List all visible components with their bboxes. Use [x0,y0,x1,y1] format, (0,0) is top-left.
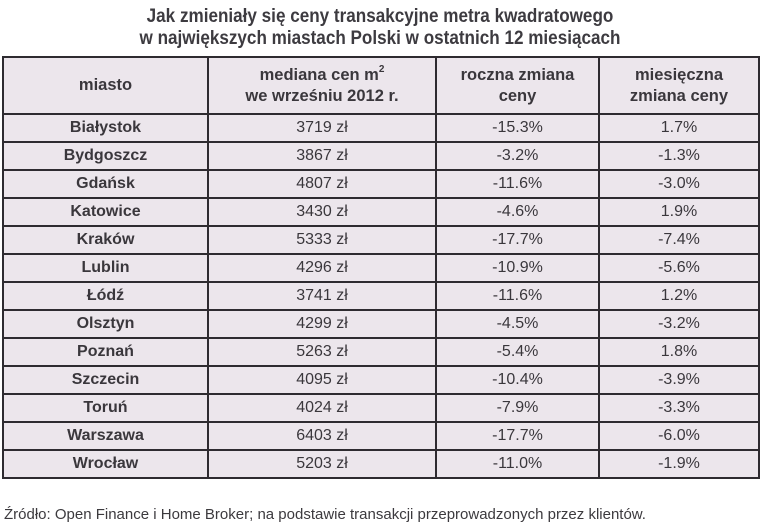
city-cell: Katowice [2,197,209,227]
table-row: Szczecin 4095 zł -10.4% -3.9% [2,365,760,395]
median-price-cell: 5333 zł [207,225,437,255]
table-row: Lublin 4296 zł -10.9% -5.6% [2,253,760,283]
city-cell: Gdańsk [2,169,209,199]
annual-change-cell: -4.6% [435,197,600,227]
monthly-change-cell: -7.4% [598,225,760,255]
monthly-change-cell: -1.3% [598,141,760,171]
annual-change-cell: -11.6% [435,169,600,199]
header-median: mediana cen m2 we wrześniu 2012 r. [207,56,437,115]
annual-change-cell: -17.7% [435,225,600,255]
header-row: miasto mediana cen m2 we wrześniu 2012 r… [2,56,760,115]
table-row: Białystok 3719 zł -15.3% 1.7% [2,113,760,143]
monthly-change-cell: -3.3% [598,393,760,423]
table-row: Wrocław 5203 zł -11.0% -1.9% [2,449,760,479]
median-price-cell: 3430 zł [207,197,437,227]
monthly-change-cell: 1.7% [598,113,760,143]
monthly-change-cell: -6.0% [598,421,760,451]
title-line-1: Jak zmieniały się ceny transakcyjne metr… [146,6,614,27]
source-footnote: Źródło: Open Finance i Home Broker; na p… [4,506,646,523]
table-row: Gdańsk 4807 zł -11.6% -3.0% [2,169,760,199]
monthly-change-cell: 1.9% [598,197,760,227]
annual-change-cell: -17.7% [435,421,600,451]
median-price-cell: 4807 zł [207,169,437,199]
table-row: Bydgoszcz 3867 zł -3.2% -1.3% [2,141,760,171]
annual-change-cell: -10.4% [435,365,600,395]
median-price-cell: 5203 zł [207,449,437,479]
table-row: Warszawa 6403 zł -17.7% -6.0% [2,421,760,451]
annual-change-cell: -15.3% [435,113,600,143]
table-row: Olsztyn 4299 zł -4.5% -3.2% [2,309,760,339]
city-cell: Bydgoszcz [2,141,209,171]
monthly-change-cell: 1.8% [598,337,760,367]
city-cell: Poznań [2,337,209,367]
monthly-change-cell: -3.2% [598,309,760,339]
header-city: miasto [2,56,209,115]
monthly-change-cell: -1.9% [598,449,760,479]
annual-change-cell: -11.6% [435,281,600,311]
city-cell: Szczecin [2,365,209,395]
median-price-cell: 5263 zł [207,337,437,367]
monthly-change-cell: -5.6% [598,253,760,283]
median-price-cell: 4296 zł [207,253,437,283]
annual-change-cell: -11.0% [435,449,600,479]
median-price-cell: 4299 zł [207,309,437,339]
header-annual-change: roczna zmiana ceny [435,56,600,115]
annual-change-cell: -4.5% [435,309,600,339]
table-row: Kraków 5333 zł -17.7% -7.4% [2,225,760,255]
city-cell: Kraków [2,225,209,255]
median-price-cell: 3719 zł [207,113,437,143]
table-row: Łódź 3741 zł -11.6% 1.2% [2,281,760,311]
table-row: Toruń 4024 zł -7.9% -3.3% [2,393,760,423]
annual-change-cell: -5.4% [435,337,600,367]
median-price-cell: 3867 zł [207,141,437,171]
annual-change-cell: -10.9% [435,253,600,283]
median-price-cell: 6403 zł [207,421,437,451]
monthly-change-cell: 1.2% [598,281,760,311]
title-line-2: w największych miastach Polski w ostatni… [139,28,621,49]
city-cell: Olsztyn [2,309,209,339]
city-cell: Warszawa [2,421,209,451]
annual-change-cell: -3.2% [435,141,600,171]
city-cell: Białystok [2,113,209,143]
table-row: Katowice 3430 zł -4.6% 1.9% [2,197,760,227]
monthly-change-cell: -3.0% [598,169,760,199]
price-table: miasto mediana cen m2 we wrześniu 2012 r… [2,56,760,479]
page-title: Jak zmieniały się ceny transakcyjne metr… [38,6,722,50]
header-monthly-change: miesięczna zmiana ceny [598,56,760,115]
city-cell: Lublin [2,253,209,283]
annual-change-cell: -7.9% [435,393,600,423]
median-price-cell: 4095 zł [207,365,437,395]
median-price-cell: 3741 zł [207,281,437,311]
city-cell: Wrocław [2,449,209,479]
median-price-cell: 4024 zł [207,393,437,423]
table-row: Poznań 5263 zł -5.4% 1.8% [2,337,760,367]
city-cell: Łódź [2,281,209,311]
city-cell: Toruń [2,393,209,423]
monthly-change-cell: -3.9% [598,365,760,395]
